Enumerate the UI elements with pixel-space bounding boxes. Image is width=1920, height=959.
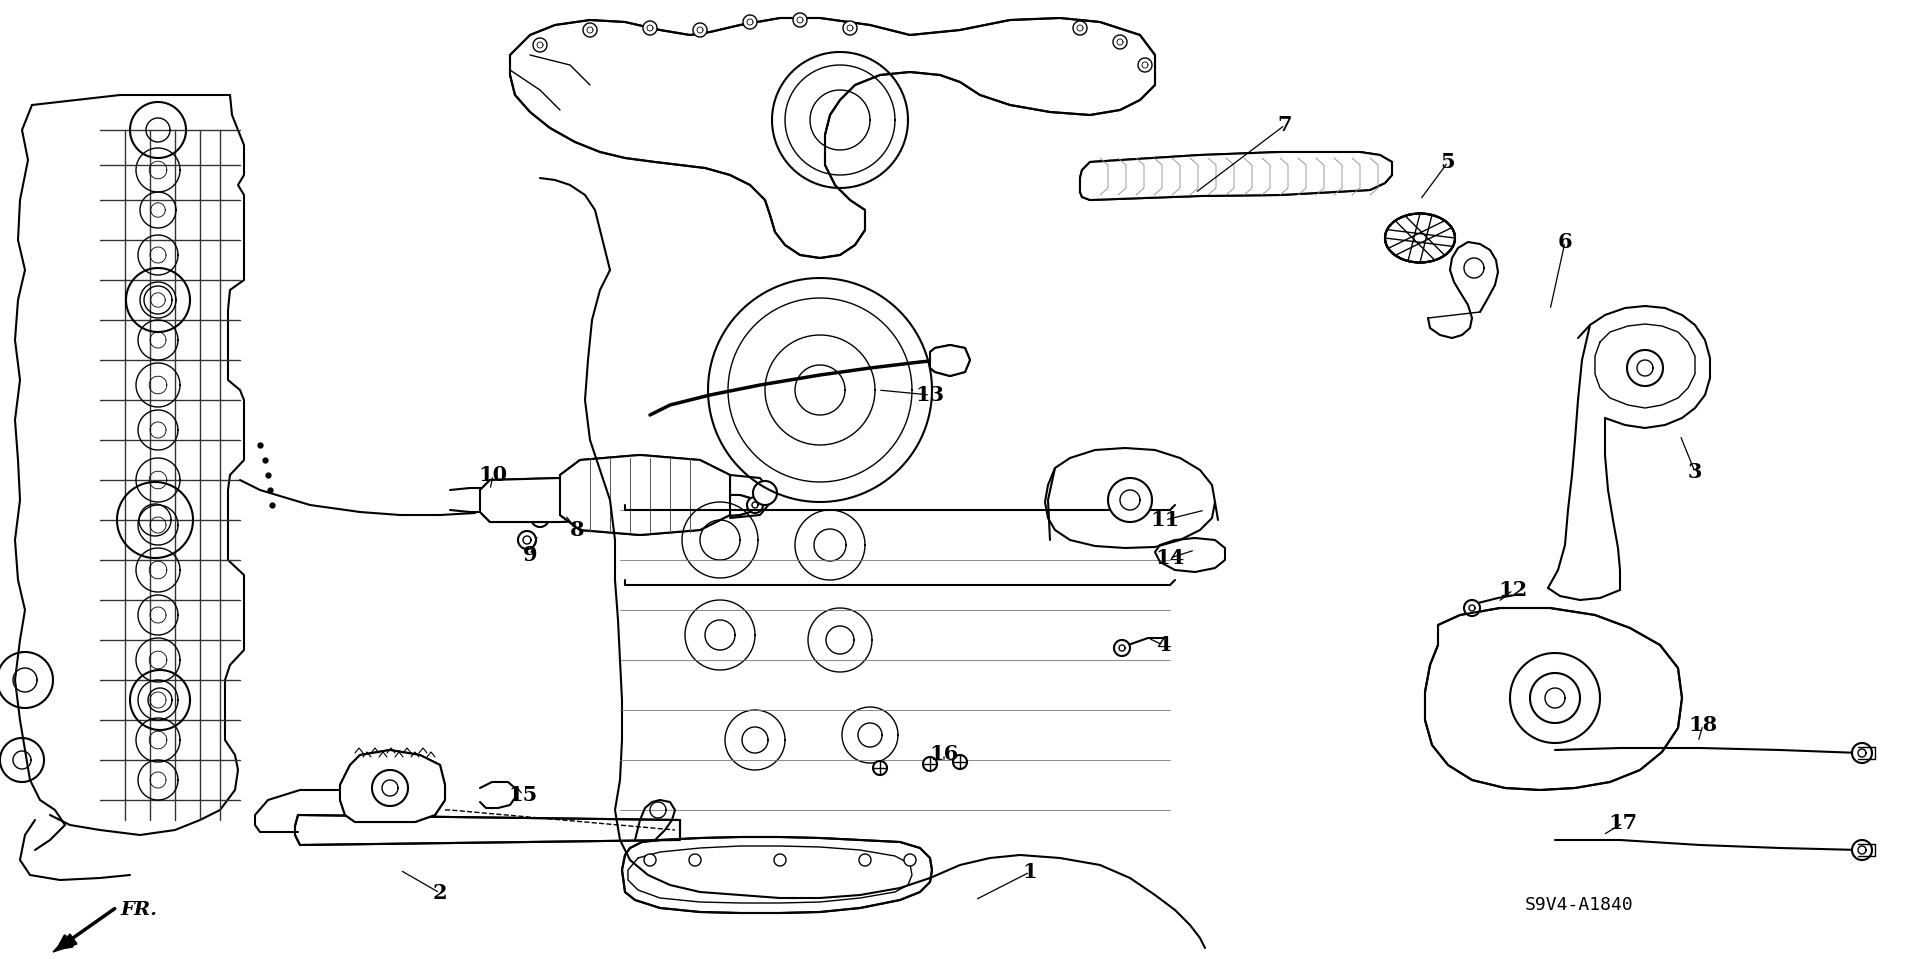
Polygon shape <box>584 23 597 37</box>
Text: 3: 3 <box>1688 462 1703 482</box>
Text: FR.: FR. <box>119 901 157 919</box>
Polygon shape <box>774 854 785 866</box>
Polygon shape <box>874 761 887 775</box>
Polygon shape <box>747 497 762 513</box>
Text: 11: 11 <box>1150 510 1179 530</box>
Text: 15: 15 <box>509 785 538 805</box>
Text: 8: 8 <box>570 520 584 540</box>
Text: 12: 12 <box>1498 580 1528 600</box>
Text: 5: 5 <box>1440 152 1455 172</box>
Text: 4: 4 <box>1156 635 1171 655</box>
Polygon shape <box>480 478 755 522</box>
Text: 10: 10 <box>478 465 507 485</box>
Polygon shape <box>929 345 970 376</box>
Polygon shape <box>1509 653 1599 743</box>
Polygon shape <box>1079 152 1392 200</box>
Polygon shape <box>1108 478 1152 522</box>
Polygon shape <box>843 21 856 35</box>
Polygon shape <box>1425 608 1682 790</box>
Polygon shape <box>904 854 916 866</box>
Text: 16: 16 <box>929 744 958 764</box>
Polygon shape <box>952 755 968 769</box>
Polygon shape <box>1853 743 1872 763</box>
Text: 7: 7 <box>1277 115 1292 135</box>
Text: 6: 6 <box>1557 232 1572 252</box>
Polygon shape <box>643 854 657 866</box>
Polygon shape <box>622 837 931 913</box>
Text: 14: 14 <box>1156 548 1185 568</box>
Text: 18: 18 <box>1688 715 1718 735</box>
Polygon shape <box>793 13 806 27</box>
Text: 2: 2 <box>432 883 447 903</box>
Text: 9: 9 <box>522 545 538 565</box>
Polygon shape <box>753 481 778 505</box>
Polygon shape <box>1114 640 1131 656</box>
Polygon shape <box>1853 840 1872 860</box>
Text: 13: 13 <box>916 385 945 405</box>
Polygon shape <box>1114 35 1127 49</box>
Polygon shape <box>372 770 407 806</box>
Text: S9V4-A1840: S9V4-A1840 <box>1524 896 1634 914</box>
Polygon shape <box>1139 58 1152 72</box>
Polygon shape <box>340 750 445 822</box>
Polygon shape <box>743 15 756 29</box>
Polygon shape <box>511 18 1156 258</box>
Polygon shape <box>518 531 536 549</box>
Polygon shape <box>689 854 701 866</box>
Polygon shape <box>858 854 872 866</box>
Polygon shape <box>54 934 77 952</box>
Polygon shape <box>693 23 707 37</box>
Polygon shape <box>1626 350 1663 386</box>
Polygon shape <box>532 509 549 527</box>
Polygon shape <box>296 815 680 845</box>
Polygon shape <box>643 21 657 35</box>
Polygon shape <box>1073 21 1087 35</box>
Text: 17: 17 <box>1609 813 1638 833</box>
Polygon shape <box>561 455 730 535</box>
Polygon shape <box>534 38 547 52</box>
Polygon shape <box>924 757 937 771</box>
Polygon shape <box>1465 600 1480 616</box>
Text: 1: 1 <box>1023 862 1037 882</box>
